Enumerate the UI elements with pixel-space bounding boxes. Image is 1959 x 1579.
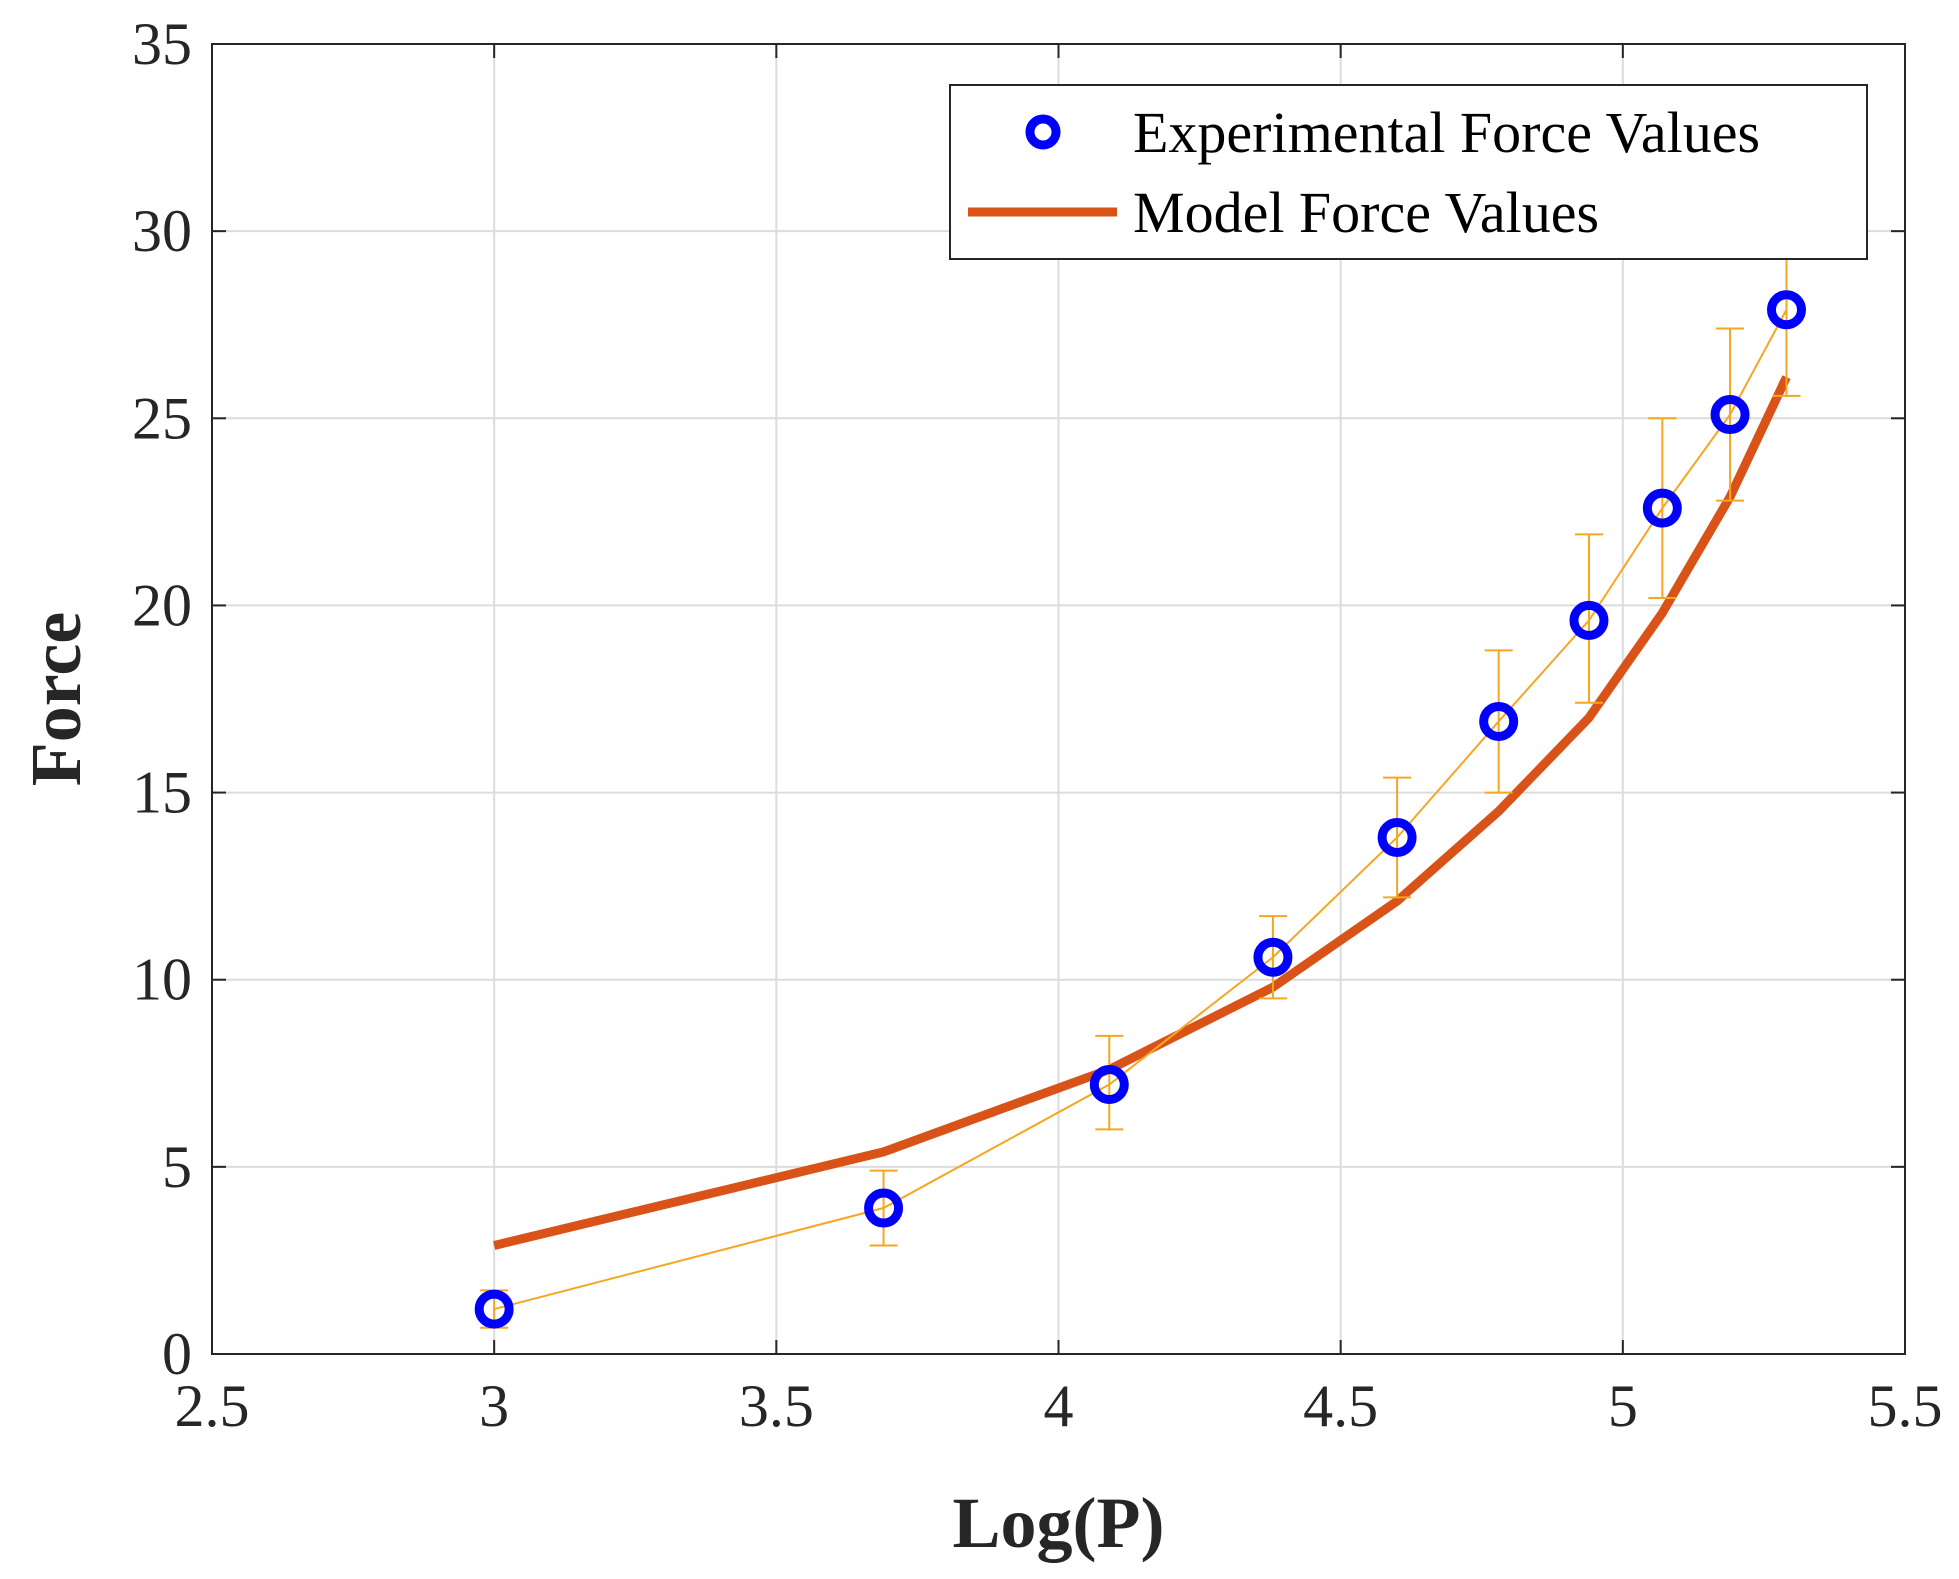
experimental-point — [1089, 1065, 1129, 1105]
y-tick-label: 25 — [132, 385, 192, 451]
x-tick-label: 3.5 — [739, 1373, 814, 1439]
legend-label-experimental: Experimental Force Values — [1133, 100, 1760, 165]
x-tick-label: 5 — [1608, 1373, 1638, 1439]
experimental-point — [474, 1289, 514, 1329]
legend-marker-experimental — [1025, 114, 1061, 150]
legend-label-model: Model Force Values — [1133, 180, 1599, 245]
x-tick-label: 4 — [1044, 1373, 1074, 1439]
experimental-point — [864, 1188, 904, 1228]
y-tick-label: 20 — [132, 572, 192, 638]
experimental-point — [1766, 290, 1806, 330]
y-tick-label: 0 — [162, 1321, 192, 1387]
error-bar — [1258, 915, 1287, 1000]
x-tick-label: 3 — [479, 1373, 509, 1439]
y-axis-title: Force — [16, 612, 96, 787]
error-bar — [1716, 327, 1745, 502]
model-force-line — [493, 375, 1791, 1250]
y-tick-label: 10 — [132, 947, 192, 1013]
experimental-point — [1479, 701, 1519, 741]
experimental-point — [1642, 488, 1682, 528]
y-tick-label: 30 — [132, 198, 192, 264]
experimental-connector-line — [493, 309, 1788, 1311]
y-tick-label: 5 — [162, 1134, 192, 1200]
experimental-point — [1253, 937, 1293, 977]
y-tick-label: 15 — [132, 760, 192, 826]
error-bar — [1574, 533, 1603, 704]
y-tick-label: 35 — [132, 11, 192, 77]
error-bar — [1648, 417, 1677, 599]
error-bar — [1383, 776, 1412, 899]
tick-labels: 2.5 3 3.5 4 4.5 5 5.5 0 5 10 15 20 25 30 35 — [132, 11, 1943, 1439]
experimental-point — [1710, 395, 1750, 435]
experimental-point — [1377, 817, 1417, 857]
error-bar — [1095, 1034, 1124, 1131]
legend: Experimental Force Values Model Force Va… — [949, 84, 1868, 260]
x-axis-title: Log(P) — [953, 1483, 1165, 1563]
legend-box — [949, 84, 1868, 260]
x-tick-label: 5.5 — [1868, 1373, 1943, 1439]
x-tick-label: 2.5 — [175, 1373, 250, 1439]
error-bar — [869, 1169, 898, 1247]
x-tick-label: 4.5 — [1303, 1373, 1378, 1439]
series-layer — [474, 222, 1806, 1329]
experimental-point — [1569, 600, 1609, 640]
error-bar — [1484, 649, 1513, 794]
